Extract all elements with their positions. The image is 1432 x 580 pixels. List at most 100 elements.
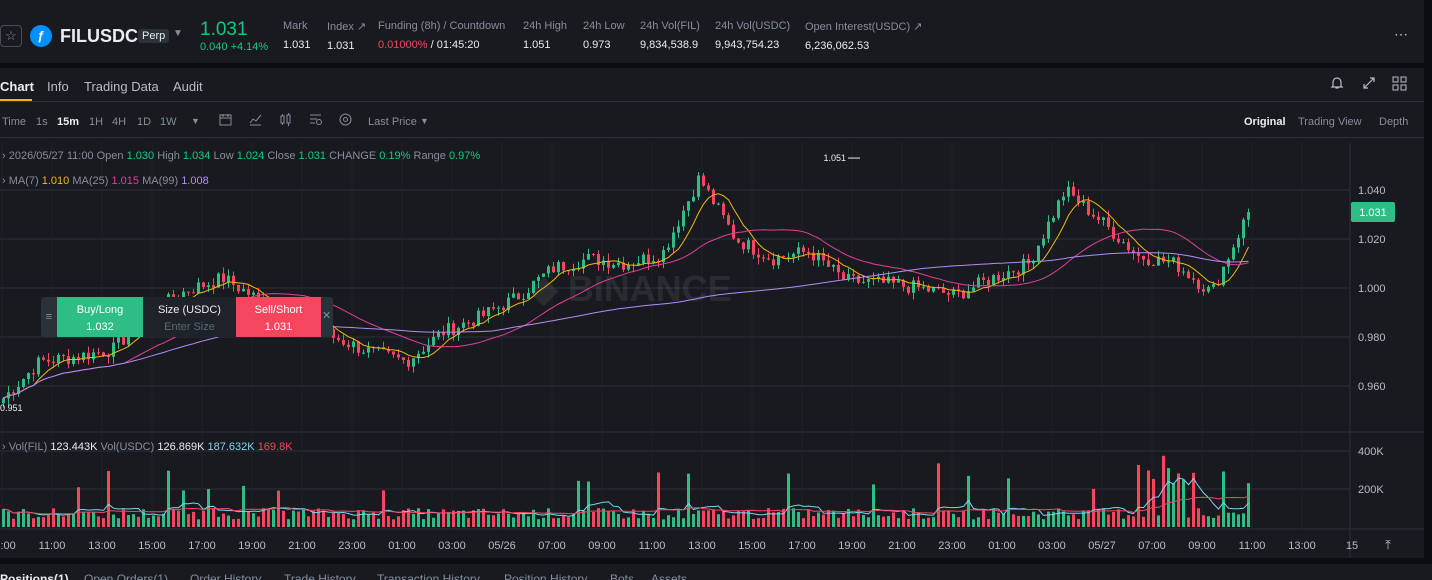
indicators-icon[interactable] [309,113,322,129]
collapse-caret-icon[interactable]: › [2,150,6,162]
volume-bar [1217,515,1220,527]
tab-bots[interactable]: Bots [610,572,635,580]
interval-1s[interactable]: 1s [36,116,48,128]
candle-body [452,323,455,336]
collapse-caret-icon[interactable]: › [2,175,6,187]
interval-time[interactable]: Time [2,116,27,128]
stat-index[interactable]: Index ↗ 1.031 [327,20,366,52]
candle-body [47,359,50,362]
volume-bar [37,516,40,527]
ma99-label: MA(99) [142,175,179,187]
candle-body [662,250,665,263]
interval-1d[interactable]: 1D [137,116,152,128]
drag-handle-icon[interactable]: ≡ [45,311,53,323]
tab-trade-history[interactable]: Trade History [284,572,356,580]
volume-bar [262,508,265,527]
candle-body [437,332,440,337]
price-type-caret-icon[interactable]: ▼ [420,116,429,126]
candle-body [777,255,780,266]
view-depth[interactable]: Depth [1379,116,1409,128]
interval-4h[interactable]: 4H [112,116,127,128]
tab-assets[interactable]: Assets [651,572,688,580]
high-marker-label: 1.051 [823,153,846,163]
candle-body [32,373,35,375]
interval-1h[interactable]: 1H [89,116,104,128]
volume-bar [432,517,435,527]
more-options-icon[interactable]: ⋯ [1394,26,1409,42]
volume-bar [77,487,80,527]
volume-bar [737,510,740,527]
buy-long-button[interactable]: Buy/Long 1.032 [57,297,143,337]
sell-short-button[interactable]: Sell/Short 1.031 [236,297,321,337]
tab-trading-data[interactable]: Trading Data [84,79,159,94]
candle-body [412,358,415,367]
interval-15m[interactable]: 15m [57,116,80,128]
candle-body [1122,242,1125,244]
volume-bar [792,508,795,527]
candle-body [752,240,755,255]
volume-bar [512,517,515,527]
volume-bar [367,514,370,527]
candle-body [767,258,770,260]
candle-body [487,307,490,316]
candle-body [1222,266,1225,286]
volume-bar [1067,515,1070,527]
favorite-star-icon[interactable]: ☆ [0,25,22,47]
volume-bar [227,515,230,527]
view-trading-view[interactable]: Trading View [1298,116,1362,128]
tab-order-history[interactable]: Order History [190,572,262,580]
volume-bar [1247,483,1250,527]
size-input[interactable]: Size (USDC) Enter Size [143,297,236,337]
volume-bar [577,480,580,527]
fullscreen-icon[interactable] [1362,76,1376,93]
candle-body [647,254,650,263]
candle-body [52,361,55,363]
candlestick-chart[interactable]: ◆ BINANCE 1.0401.0201.0000.9800.960400K2… [0,143,1424,558]
line-chart-icon[interactable] [249,113,262,129]
symbol-name[interactable]: FILUSDC [60,26,138,46]
tab-chart[interactable]: Chart [0,79,34,94]
candle-body [1147,259,1150,266]
view-original[interactable]: Original [1244,116,1286,128]
tab-info[interactable]: Info [47,79,69,94]
stat-24h-vol-usdc: 24h Vol(USDC) 9,943,754.23 [715,20,790,51]
price-type-select[interactable]: Last Price [368,116,417,128]
volume-bar [882,516,885,527]
stat-24h-high: 24h High 1.051 [523,20,567,51]
stat-mark: Mark 1.031 [283,20,311,51]
volume-bar [1142,516,1145,527]
scroll-to-latest-icon: ⤒ [1385,537,1391,552]
tab-audit[interactable]: Audit [173,79,203,94]
candle-body [982,277,985,280]
tab-position-history[interactable]: Position History [504,572,588,580]
candle-body [457,327,460,336]
candle-type-icon[interactable] [279,113,292,129]
volume-bar [1132,516,1135,527]
interval-1w[interactable]: 1W [160,116,177,128]
volume-bar [652,517,655,527]
volume-bar [1012,514,1015,527]
volume-bar [407,508,410,527]
alert-bell-icon[interactable] [1330,76,1344,93]
settings-gear-icon[interactable] [339,113,352,129]
calendar-icon[interactable] [219,113,232,129]
volume-bar [667,515,670,527]
layout-grid-icon[interactable] [1392,76,1407,94]
volume-bar [912,508,915,527]
volume-bar [692,513,695,527]
stat-24h-low: 24h Low 0.973 [583,20,625,51]
tab-positions[interactable]: Positions(1) [0,572,69,580]
symbol-dropdown-caret-icon[interactable]: ▼ [173,28,183,39]
candle-body [102,352,105,356]
close-icon[interactable]: ✕ [322,310,332,322]
stat-open-interest[interactable]: Open Interest(USDC) ↗ 6,236,062.53 [805,20,922,52]
ohlc-change-label: CHANGE [329,150,377,162]
volume-bar [632,509,635,527]
tab-transaction-history[interactable]: Transaction History [377,572,480,580]
candle-body [1007,271,1010,279]
interval-dropdown-icon[interactable]: ▼ [191,116,200,126]
volume-bar [247,511,250,527]
tab-open-orders[interactable]: Open Orders(1) [84,572,169,580]
collapse-caret-icon[interactable]: › [2,441,6,453]
volume-bar [797,512,800,527]
